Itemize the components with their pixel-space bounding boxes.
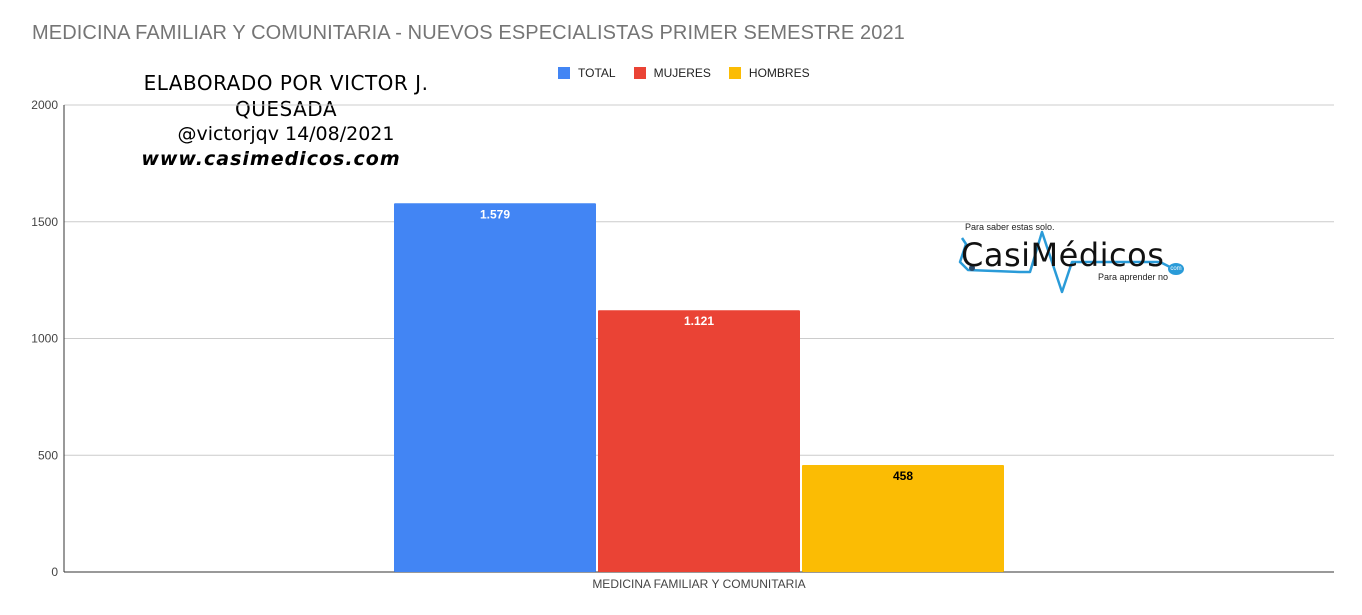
logo-heartbeat-line [958, 230, 1180, 294]
y-tick-label-1500: 1500 [31, 215, 58, 229]
x-tick-label-category: MEDICINA FAMILIAR Y COMUNITARIA [592, 577, 805, 591]
credits-author: ELABORADO POR VICTOR J. QUESADA [143, 71, 429, 121]
y-tick-label-0: 0 [51, 565, 58, 579]
legend-swatch-mujeres [633, 67, 646, 79]
legend-item-total: TOTAL [558, 66, 616, 80]
chart-title: MEDICINA FAMILIAR Y COMUNITARIA - NUEVOS… [32, 22, 905, 44]
legend-swatch-hombres [728, 67, 741, 79]
credits-website: www.casimedicos.com [141, 148, 401, 170]
logo-name: CasiMédicos [961, 236, 1165, 274]
legend-label-mujeres: MUJERES [653, 66, 711, 80]
legend-item-hombres: HOMBRES [728, 66, 810, 80]
bar-label-hombres: 458 [893, 469, 913, 483]
logo-stethoscope-dot [969, 265, 975, 271]
casimedicos-logo: Para saber estas solo. CasiMédicos Para … [955, 222, 1195, 294]
legend-label-hombres: HOMBRES [748, 66, 810, 80]
logo-tagline-top: Para saber estas solo. [965, 222, 1055, 232]
bar-mujeres [598, 310, 800, 572]
y-tick-label-2000: 2000 [31, 98, 58, 112]
logo-suffix: com [1168, 263, 1184, 275]
legend-swatch-total [558, 67, 570, 79]
y-tick-label-1000: 1000 [31, 332, 58, 346]
bar-total [394, 203, 596, 572]
legend-label-total: TOTAL [578, 66, 616, 80]
credits-block: ELABORADO POR VICTOR J. QUESADA @victorj… [96, 70, 476, 172]
bar-label-total: 1.579 [480, 207, 510, 221]
legend-item-mujeres: MUJERES [633, 66, 711, 80]
chart-legend: TOTAL MUJERES HOMBRES [558, 66, 810, 80]
logo-tagline-bottom: Para aprender no [1098, 272, 1169, 282]
credits-handle-date: @victorjqv 14/08/2021 [177, 123, 395, 145]
bar-label-mujeres: 1.121 [684, 314, 714, 328]
bar-hombres [802, 465, 1004, 572]
y-tick-label-500: 500 [38, 448, 58, 462]
